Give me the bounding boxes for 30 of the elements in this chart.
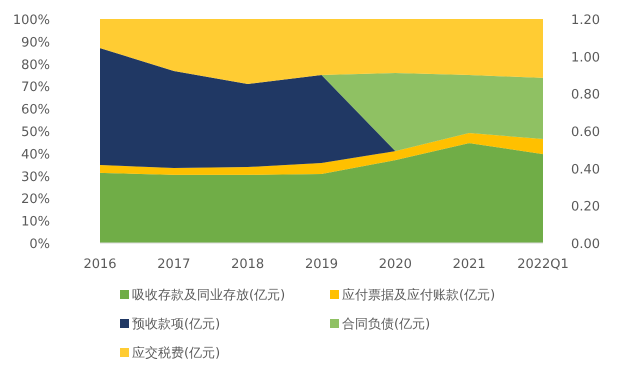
y-tick-label: 80%	[21, 58, 50, 73]
legend-label: 预收款项(亿元)	[132, 317, 220, 332]
legend-label: 应付票据及应付账款(亿元)	[342, 287, 496, 303]
y2-tick-label: 0.20	[571, 200, 600, 215]
legend-label: 应交税费(亿元)	[132, 345, 220, 361]
x-tick-label: 2019	[304, 257, 338, 272]
y-tick-label: 90%	[21, 35, 50, 50]
x-tick-label: 2020	[378, 257, 412, 272]
y-tick-label: 50%	[21, 125, 50, 140]
x-tick-label: 2017	[157, 257, 190, 272]
y-tick-label: 30%	[21, 170, 50, 185]
x-tick-label: 2016	[83, 257, 117, 272]
y-tick-label: 10%	[21, 214, 50, 230]
y2-tick-label: 0.00	[571, 237, 600, 252]
x-tick-label: 2021	[452, 257, 486, 272]
x-tick-label: 2022Q1	[517, 257, 569, 272]
y-tick-label: 20%	[21, 192, 50, 208]
y-tick-label: 0%	[29, 237, 50, 252]
y2-tick-label: 0.80	[571, 88, 600, 103]
y2-tick-label: 1.00	[571, 50, 600, 66]
legend-label: 合同负债(亿元)	[342, 317, 430, 332]
x-tick-label: 2018	[231, 257, 264, 272]
y2-tick-label: 0.40	[571, 162, 600, 178]
y2-tick-label: 1.20	[571, 13, 600, 28]
y-tick-label: 40%	[21, 147, 50, 162]
y-tick-label: 70%	[21, 80, 50, 96]
legend-label: 吸收存款及同业存放(亿元)	[132, 288, 286, 303]
y2-tick-label: 0.60	[571, 125, 600, 140]
y-tick-label: 60%	[21, 102, 50, 118]
y-tick-label: 100%	[12, 13, 50, 28]
